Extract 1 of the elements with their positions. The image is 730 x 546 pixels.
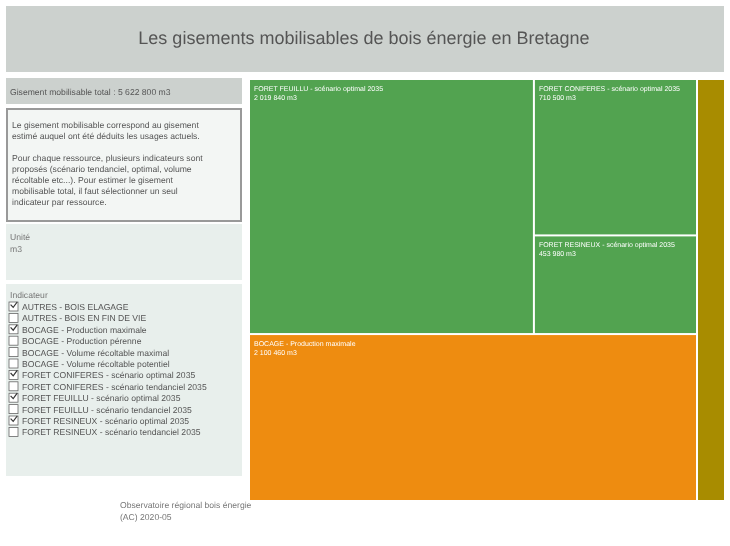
text: Les gisements mobilisables de bois énergie en Bretagne xyxy=(138,28,590,48)
